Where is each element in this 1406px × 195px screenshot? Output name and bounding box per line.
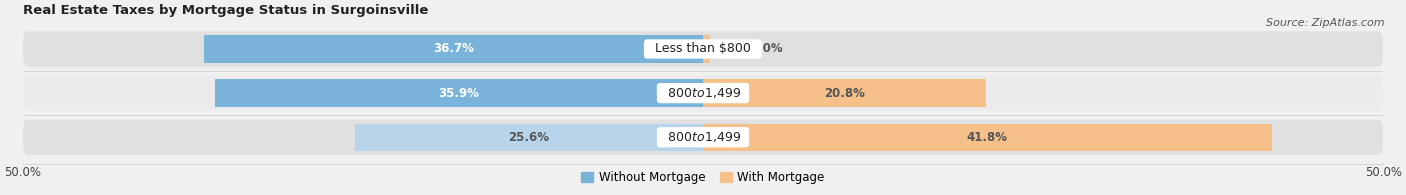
Text: 36.7%: 36.7%: [433, 43, 474, 55]
Text: Less than $800: Less than $800: [647, 43, 759, 55]
Bar: [215, 79, 703, 107]
Text: $800 to $1,499: $800 to $1,499: [659, 86, 747, 100]
Bar: [354, 124, 703, 151]
Bar: [703, 35, 710, 63]
Bar: [204, 35, 703, 63]
Bar: [703, 79, 986, 107]
FancyBboxPatch shape: [22, 75, 1384, 111]
Text: Source: ZipAtlas.com: Source: ZipAtlas.com: [1267, 18, 1385, 27]
FancyBboxPatch shape: [22, 31, 1384, 67]
Text: Real Estate Taxes by Mortgage Status in Surgoinsville: Real Estate Taxes by Mortgage Status in …: [22, 4, 427, 17]
FancyBboxPatch shape: [22, 120, 1384, 155]
Legend: Without Mortgage, With Mortgage: Without Mortgage, With Mortgage: [576, 166, 830, 189]
Text: 35.9%: 35.9%: [439, 87, 479, 100]
Text: 0.0%: 0.0%: [751, 43, 783, 55]
Bar: [703, 124, 1272, 151]
Text: 20.8%: 20.8%: [824, 87, 865, 100]
Text: 25.6%: 25.6%: [509, 131, 550, 144]
Text: $800 to $1,499: $800 to $1,499: [659, 130, 747, 144]
Text: 41.8%: 41.8%: [967, 131, 1008, 144]
